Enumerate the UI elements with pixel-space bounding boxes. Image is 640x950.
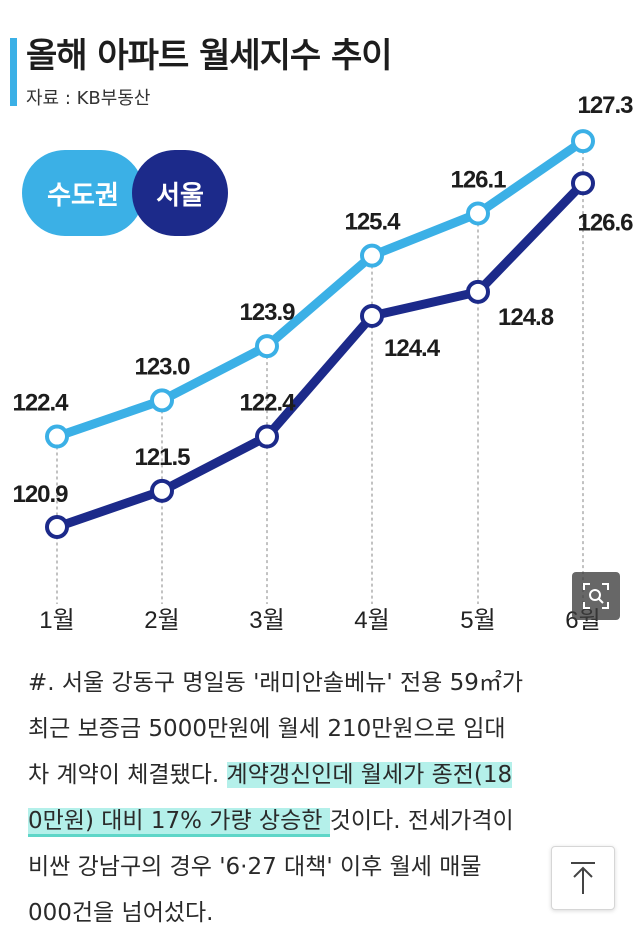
data-label: 127.3 xyxy=(577,92,633,119)
data-label: 126.1 xyxy=(450,166,506,193)
data-label: 122.4 xyxy=(12,390,69,417)
x-tick-label: 5월 xyxy=(460,607,495,634)
data-label: 121.5 xyxy=(134,444,190,471)
line-chart: 122.4 123.0 123.9 125.4 126.1 127.3 120.9 121.5… xyxy=(12,92,634,634)
data-label: 123.0 xyxy=(134,353,190,380)
data-point xyxy=(466,279,490,304)
data-point xyxy=(466,201,490,226)
legend-capital-area: 수도권 xyxy=(22,150,144,236)
title-accent-bar xyxy=(10,38,17,106)
x-tick-label: 2월 xyxy=(144,607,179,634)
scroll-top-button[interactable] xyxy=(551,846,615,910)
article-line: 비싼 강남구의 경우 '6·27 대책' 이후 월세 매물 xyxy=(28,854,482,880)
article-line: #. 서울 강동구 명일동 '래미안솔베뉴' 전용 59㎡가 xyxy=(28,670,524,696)
x-tick-label: 3월 xyxy=(249,607,284,634)
article-line: 000건을 넘어섰다. xyxy=(28,900,214,926)
series-line-capital-area xyxy=(52,136,588,442)
zoom-icon xyxy=(583,583,609,609)
chart-title: 올해 아파트 월세지수 추이 xyxy=(26,36,393,76)
highlighted-text: 0만원) 대비 17% 가량 상승한 xyxy=(28,808,330,837)
data-label: 125.4 xyxy=(344,209,401,236)
arrow-up-icon xyxy=(571,862,595,894)
data-label: 126.6 xyxy=(577,209,633,236)
chart-source: 자료 : KB부동산 xyxy=(26,88,151,109)
data-label: 120.9 xyxy=(12,481,68,508)
article-text: #. 서울 강동구 명일동 '래미안솔베뉴' 전용 59㎡가 최근 보증금 50… xyxy=(28,660,628,936)
data-point xyxy=(360,243,384,268)
x-tick-label: 4월 xyxy=(354,607,389,634)
data-point xyxy=(150,478,174,503)
x-tick-label: 1월 xyxy=(39,607,74,634)
data-label: 122.4 xyxy=(239,390,296,417)
zoom-button[interactable] xyxy=(572,572,620,620)
data-point xyxy=(255,334,279,359)
data-point xyxy=(45,515,69,539)
highlighted-text: 계약갱신인데 월세가 종전(18 xyxy=(226,762,513,788)
article-text-segment: 차 계약이 체결됐다. xyxy=(28,762,227,788)
data-label: 123.9 xyxy=(239,299,295,326)
data-label: 124.4 xyxy=(384,335,441,362)
data-point xyxy=(571,129,595,154)
data-point xyxy=(571,171,595,196)
data-point xyxy=(45,424,69,449)
article-line: 0만원) 대비 17% 가량 상승한 것이다. 전세가격이 xyxy=(28,798,628,844)
series-line-seoul xyxy=(52,178,588,532)
legend-seoul: 서울 xyxy=(132,150,228,236)
data-point xyxy=(360,303,384,328)
data-label: 124.8 xyxy=(498,304,554,331)
data-point xyxy=(255,424,279,449)
article-line: 최근 보증금 5000만원에 월세 210만원으로 임대 xyxy=(28,716,506,742)
article-text-segment: 것이다. 전세가격이 xyxy=(329,808,514,834)
data-point xyxy=(150,388,174,413)
article-line: 차 계약이 체결됐다. 계약갱신인데 월세가 종전(18 xyxy=(28,752,628,798)
